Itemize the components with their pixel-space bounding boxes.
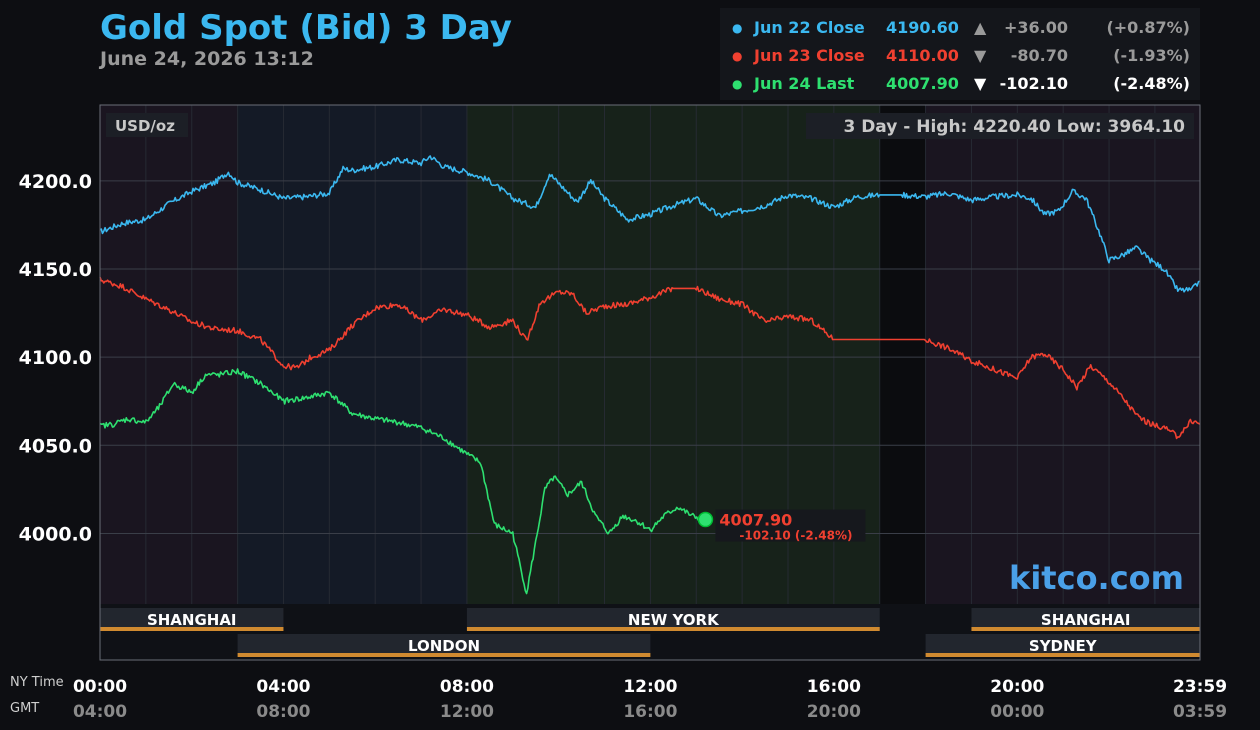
legend-row-jun23: ● Jun 23 Close 4110.00 ▼ -80.70 (-1.93%) bbox=[720, 38, 1200, 66]
legend-row-jun24: ● Jun 24 Last 4007.90 ▼ -102.10 (-2.48%) bbox=[720, 66, 1200, 94]
x-tick-label-ny: 16:00 bbox=[807, 677, 861, 697]
last-price-change: -102.10 (-2.48%) bbox=[739, 529, 852, 543]
last-price-marker bbox=[697, 511, 714, 528]
session-zone bbox=[237, 105, 467, 604]
legend-change: -102.10 bbox=[999, 74, 1068, 93]
session-bottom-label: LONDON bbox=[408, 637, 480, 655]
series-line-jun-23 bbox=[99, 276, 1201, 440]
x-tick-label-gmt: 03:59 bbox=[1173, 702, 1227, 722]
down-arrow-icon: ▼ bbox=[974, 46, 987, 65]
y-tick-label: 4200.0 bbox=[19, 171, 92, 193]
last-price-callout bbox=[715, 509, 866, 542]
legend-panel: ● Jun 22 Close 4190.60 ▲ +36.00 (+0.87%)… bbox=[720, 8, 1200, 100]
last-price-value: 4007.90 bbox=[719, 511, 792, 530]
session-top-label: NEW YORK bbox=[628, 611, 720, 629]
series-line-jun-22 bbox=[99, 155, 1201, 293]
session-top-bar bbox=[100, 627, 284, 631]
session-top-block bbox=[971, 608, 1200, 627]
x-tick-label-gmt: 08:00 bbox=[256, 702, 310, 722]
legend-dot-icon: ● bbox=[732, 49, 743, 63]
session-top-label: SHANGHAI bbox=[1041, 611, 1131, 629]
chart-datetime: June 24, 2026 13:12 bbox=[100, 48, 314, 70]
gmt-axis-label: GMT bbox=[10, 701, 40, 716]
legend-label: Jun 24 Last bbox=[754, 74, 855, 93]
session-top-bar bbox=[971, 627, 1200, 631]
series-line-jun-24 bbox=[99, 368, 706, 595]
ny-time-axis-label: NY Time bbox=[10, 675, 64, 690]
session-top-label: SHANGHAI bbox=[147, 611, 237, 629]
x-tick-label-gmt: 20:00 bbox=[807, 702, 861, 722]
x-tick-label-ny: 08:00 bbox=[440, 677, 494, 697]
unit-label: USD/oz bbox=[115, 117, 175, 135]
watermark-logo: kitco.com bbox=[1009, 559, 1184, 597]
x-tick-label-ny: 12:00 bbox=[623, 677, 677, 697]
high-low-box bbox=[806, 113, 1194, 139]
session-top-block bbox=[466, 608, 880, 627]
y-tick-label: 4150.0 bbox=[19, 259, 92, 281]
chart-title: Gold Spot (Bid) 3 Day bbox=[100, 8, 512, 48]
legend-percent: (-2.48%) bbox=[1113, 74, 1190, 93]
legend-price: 4190.60 bbox=[886, 18, 959, 37]
plot-border bbox=[99, 104, 1201, 661]
legend-dot-icon: ● bbox=[732, 77, 743, 91]
legend-price: 4110.00 bbox=[886, 46, 959, 65]
legend-row-jun22: ● Jun 22 Close 4190.60 ▲ +36.00 (+0.87%) bbox=[720, 10, 1200, 38]
y-tick-label: 4100.0 bbox=[19, 347, 92, 369]
session-bottom-bar bbox=[237, 653, 651, 657]
legend-change: -80.70 bbox=[1010, 46, 1068, 65]
x-tick-label-ny: 00:00 bbox=[73, 677, 127, 697]
up-arrow-icon: ▲ bbox=[974, 18, 987, 37]
session-bottom-block bbox=[925, 634, 1200, 653]
x-tick-label-gmt: 00:00 bbox=[990, 702, 1044, 722]
session-top-block bbox=[100, 608, 284, 627]
session-bottom-block bbox=[237, 634, 651, 653]
session-bottom-label: SYDNEY bbox=[1029, 637, 1098, 655]
down-arrow-icon: ▼ bbox=[974, 74, 987, 93]
y-tick-label: 4050.0 bbox=[19, 435, 92, 457]
x-tick-label-ny: 04:00 bbox=[256, 677, 310, 697]
session-zone bbox=[100, 105, 238, 604]
legend-dot-icon: ● bbox=[732, 21, 743, 35]
session-top-bar bbox=[466, 627, 880, 631]
x-tick-label-gmt: 12:00 bbox=[440, 702, 494, 722]
legend-price: 4007.90 bbox=[886, 74, 959, 93]
legend-label: Jun 22 Close bbox=[754, 18, 865, 37]
x-tick-label-gmt: 04:00 bbox=[73, 702, 127, 722]
y-tick-label: 4000.0 bbox=[19, 523, 92, 545]
unit-label-box bbox=[106, 113, 188, 137]
legend-label: Jun 23 Close bbox=[754, 46, 865, 65]
x-tick-label-ny: 20:00 bbox=[990, 677, 1044, 697]
high-low-label: 3 Day - High: 4220.40 Low: 3964.10 bbox=[843, 117, 1185, 137]
legend-percent: (+0.87%) bbox=[1106, 18, 1190, 37]
x-tick-label-gmt: 16:00 bbox=[623, 702, 677, 722]
legend-change: +36.00 bbox=[1003, 18, 1068, 37]
session-bottom-bar bbox=[925, 653, 1200, 657]
legend-percent: (-1.93%) bbox=[1113, 46, 1190, 65]
x-tick-label-ny: 23:59 bbox=[1173, 677, 1227, 697]
session-zone bbox=[879, 105, 926, 604]
